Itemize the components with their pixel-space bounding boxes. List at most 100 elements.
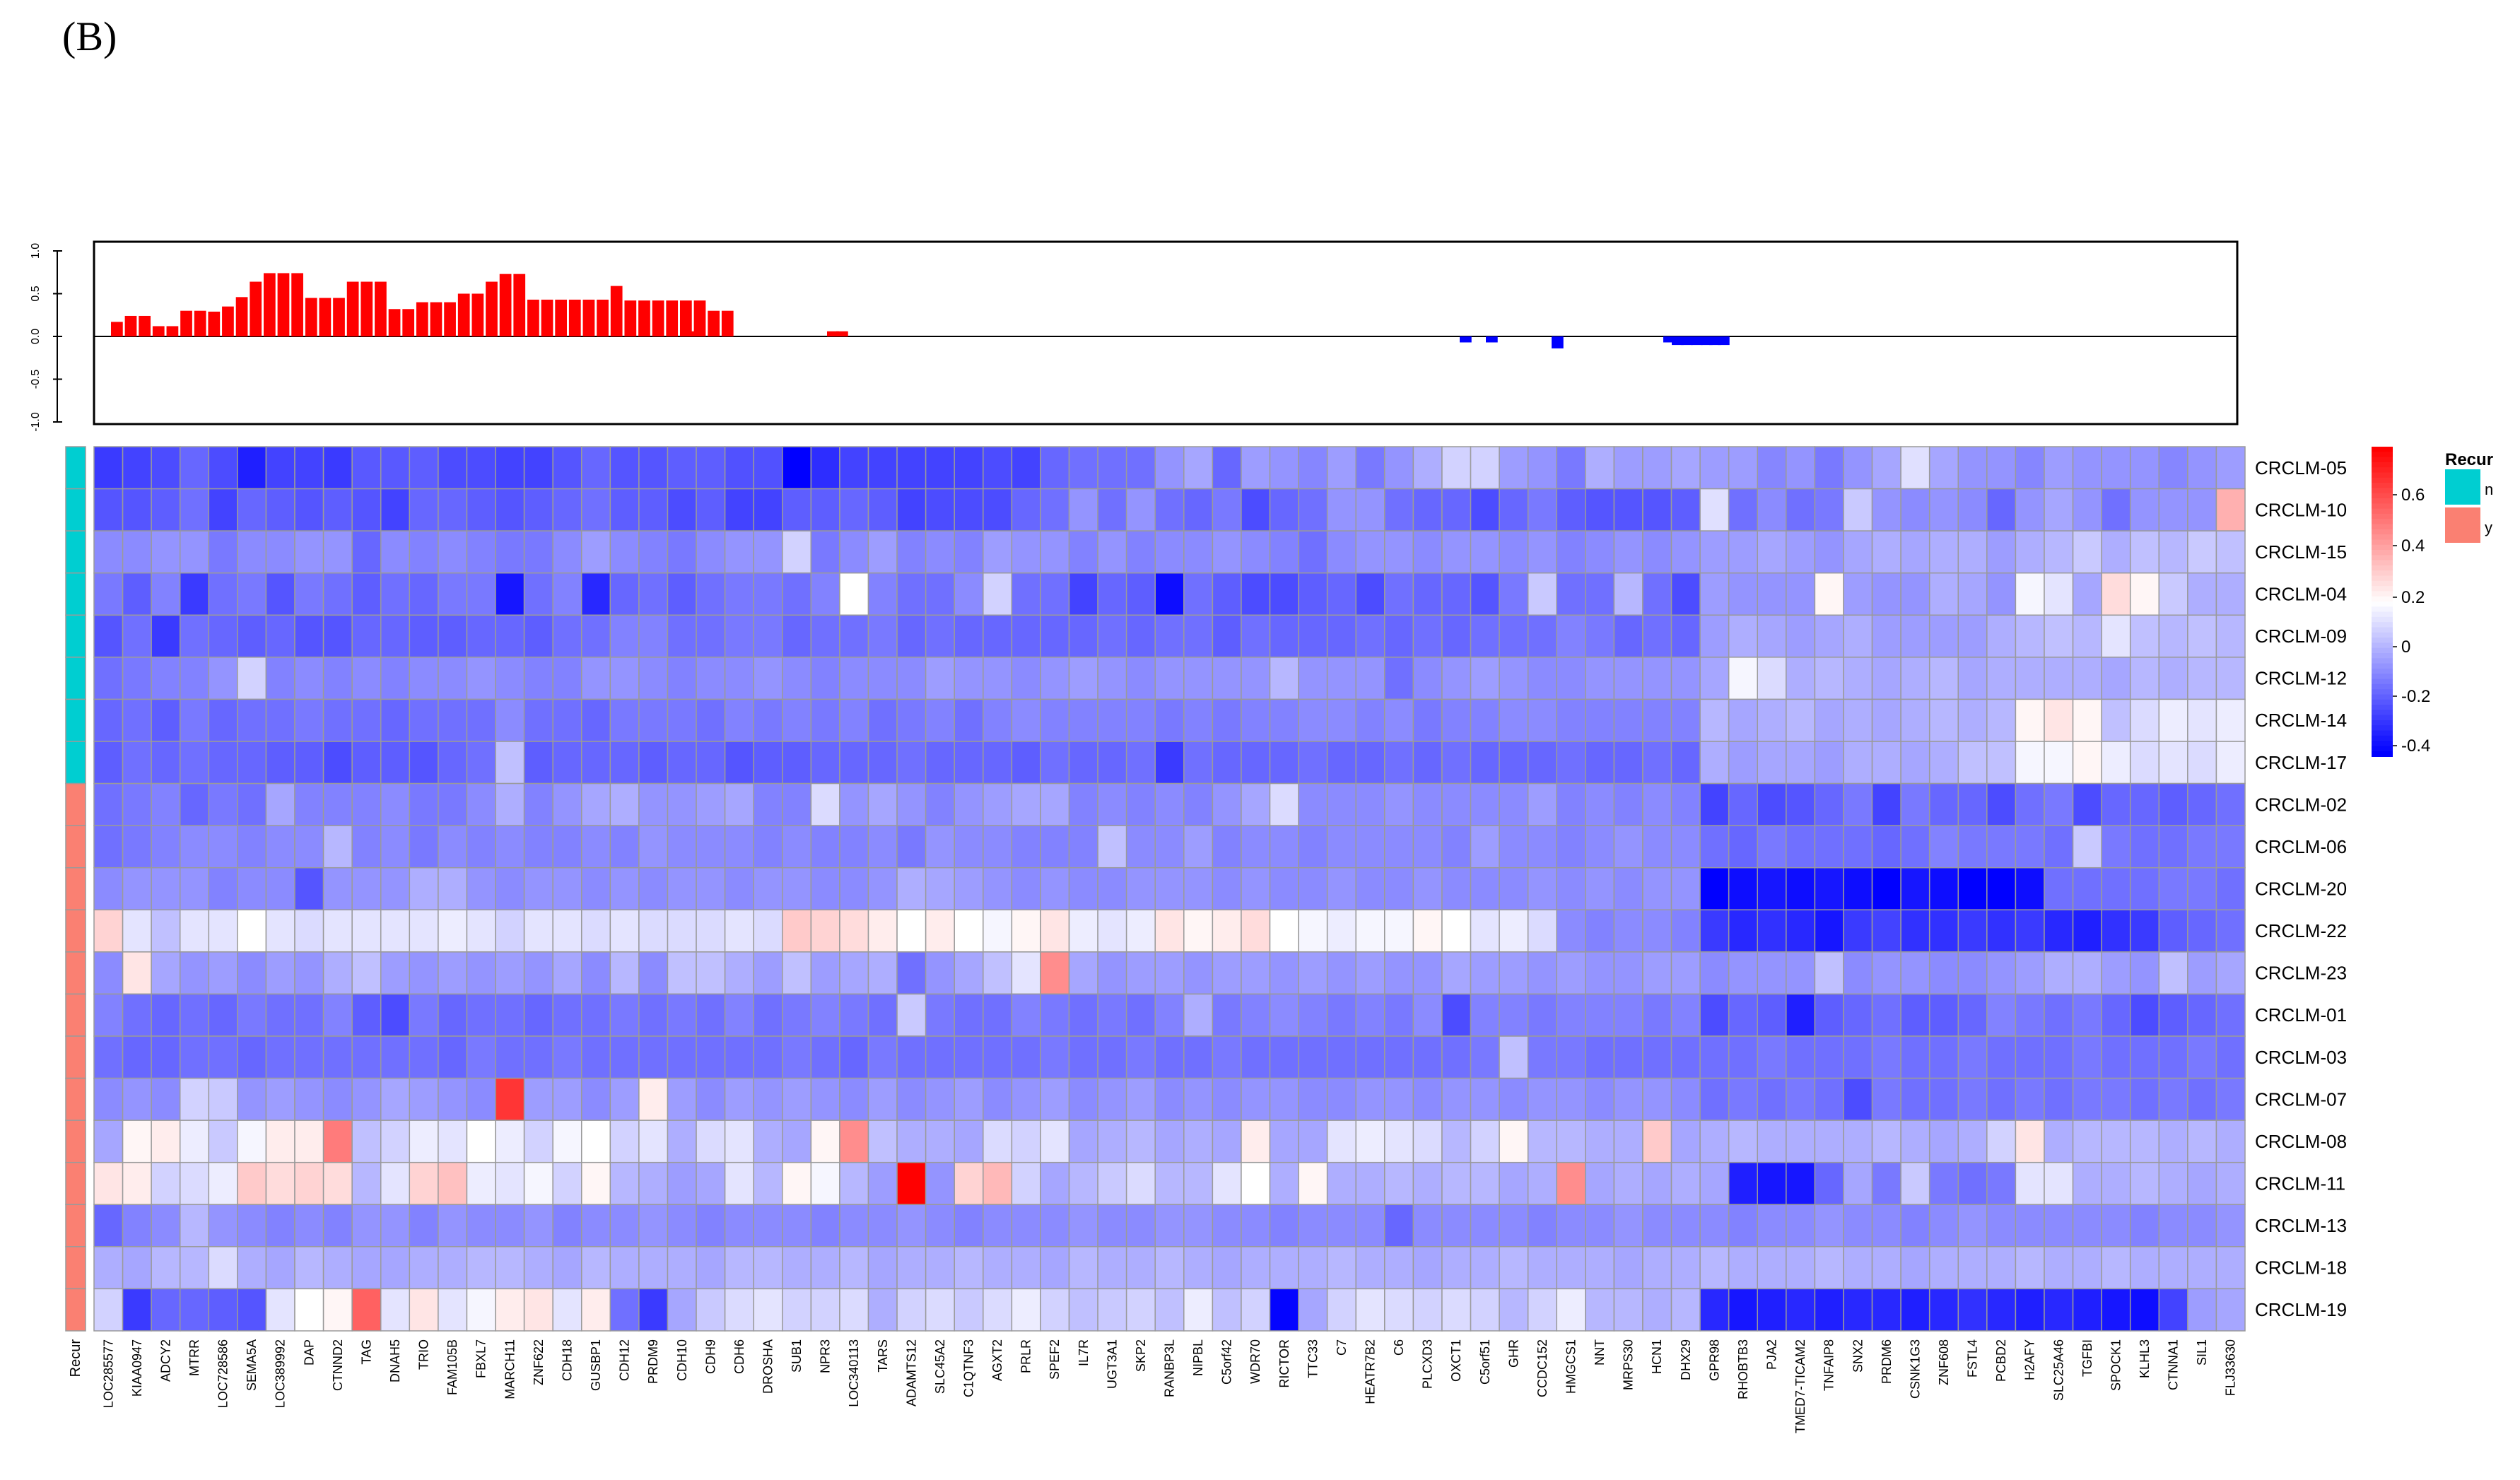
heatmap-cell: [925, 530, 955, 574]
heatmap-cell: [1928, 1246, 1959, 1290]
column-label: MRPS30: [1622, 1339, 1636, 1390]
heatmap-cell: [1326, 1035, 1356, 1079]
heatmap-cell: [1068, 782, 1098, 826]
heatmap-cell: [523, 572, 553, 616]
heatmap-cell: [2129, 1204, 2160, 1247]
heatmap-cell: [2215, 741, 2246, 785]
heatmap-cell: [696, 1246, 726, 1290]
column-label: PLCXD3: [1421, 1339, 1435, 1389]
heatmap-cell: [2072, 614, 2102, 658]
heatmap-cell: [351, 741, 382, 785]
heatmap-cell: [466, 488, 496, 531]
heatmap-cell: [696, 530, 726, 574]
heatmap-cell: [753, 1204, 783, 1247]
heatmap-cell: [1470, 993, 1500, 1037]
heatmap-cell: [925, 1035, 955, 1079]
heatmap-cell: [1786, 1204, 1816, 1247]
heatmap-cell: [983, 1077, 1013, 1121]
heatmap-cell: [753, 1035, 783, 1079]
heatmap-cell: [1412, 741, 1443, 785]
heatmap-cell: [294, 1246, 324, 1290]
heatmap-cell: [122, 1288, 152, 1332]
heatmap-cell: [1527, 782, 1557, 826]
heatmap-cell: [1728, 825, 1759, 869]
heatmap-cell: [523, 1035, 553, 1079]
column-label: NIPBL: [1191, 1339, 1205, 1376]
heatmap-cell: [93, 993, 124, 1037]
heatmap-cell: [1814, 1204, 1844, 1247]
heatmap-cell: [696, 698, 726, 742]
heatmap-cell: [265, 1035, 295, 1079]
heatmap-cell: [552, 782, 582, 826]
bar-positive: [346, 281, 359, 336]
heatmap-cell: [1871, 951, 1901, 995]
heatmap-cell: [523, 909, 553, 953]
bar-positive: [582, 299, 595, 336]
heatmap-cell: [1642, 782, 1672, 826]
row-label: CRCLM-04: [2255, 584, 2347, 605]
heatmap-cell: [580, 1161, 611, 1206]
colorbar-segment: [2372, 746, 2393, 752]
recur-annotation-cell: [65, 951, 86, 995]
bar-positive: [652, 300, 664, 336]
heatmap-cell: [351, 993, 382, 1037]
heatmap-cell: [523, 488, 553, 531]
heatmap-cell: [1125, 1204, 1156, 1247]
heatmap-cell: [1900, 825, 1930, 869]
heatmap-cell: [1040, 909, 1070, 953]
recur-annotation-cell: [65, 1077, 86, 1121]
heatmap-cell: [552, 993, 582, 1037]
recur-annotation-cell: [65, 741, 86, 785]
heatmap-cell: [208, 1246, 238, 1290]
heatmap-cell: [1183, 572, 1214, 616]
heatmap-cell: [1527, 614, 1557, 658]
heatmap-cell: [237, 909, 267, 953]
heatmap-cell: [954, 530, 984, 574]
heatmap-cell: [122, 993, 152, 1037]
bar-positive: [305, 298, 317, 336]
heatmap-cell: [954, 1288, 984, 1332]
heatmap-cell: [1699, 1035, 1730, 1079]
colorbar-segment: [2372, 467, 2393, 474]
heatmap-cell: [609, 782, 640, 826]
heatmap-cell: [1441, 614, 1472, 658]
heatmap-cell: [983, 909, 1013, 953]
recur-annotation-cell: [65, 782, 86, 826]
heatmap-cell: [1527, 951, 1557, 995]
heatmap-cell: [1241, 1288, 1271, 1332]
heatmap-cell: [954, 1204, 984, 1247]
heatmap-cell: [265, 782, 295, 826]
heatmap-cell: [1613, 993, 1643, 1037]
heatmap-cell: [2187, 951, 2217, 995]
heatmap-cell: [1441, 1246, 1472, 1290]
heatmap-cell: [1154, 993, 1185, 1037]
heatmap-cell: [1613, 530, 1643, 574]
heatmap-cell: [1499, 825, 1529, 869]
heatmap-cell: [839, 825, 869, 869]
legend-swatch: [2445, 469, 2480, 505]
heatmap-cell: [1928, 446, 1959, 490]
heatmap-cell: [151, 657, 181, 700]
heatmap-cell: [1269, 867, 1299, 911]
colorbar-tick-label: -0.2: [2401, 687, 2430, 706]
heatmap-cell: [1068, 867, 1098, 911]
heatmap-cell: [867, 909, 898, 953]
heatmap-cell: [495, 867, 525, 911]
heatmap-cell: [1068, 1161, 1098, 1206]
heatmap-cell: [322, 867, 353, 911]
heatmap-cell: [2187, 867, 2217, 911]
heatmap-cell: [1212, 1161, 1242, 1206]
bar-positive: [624, 300, 637, 336]
heatmap-cell: [1441, 1077, 1472, 1121]
heatmap-cell: [523, 1161, 553, 1206]
heatmap-cell: [1241, 488, 1271, 531]
heatmap-cell: [638, 1204, 669, 1247]
heatmap-cell: [954, 909, 984, 953]
bar-positive: [291, 273, 303, 336]
heatmap-cell: [839, 1077, 869, 1121]
heatmap-cell: [1269, 1035, 1299, 1079]
heatmap-cell: [1527, 1204, 1557, 1247]
heatmap-cell: [208, 909, 238, 953]
heatmap-cell: [122, 825, 152, 869]
heatmap-cell: [867, 1161, 898, 1206]
